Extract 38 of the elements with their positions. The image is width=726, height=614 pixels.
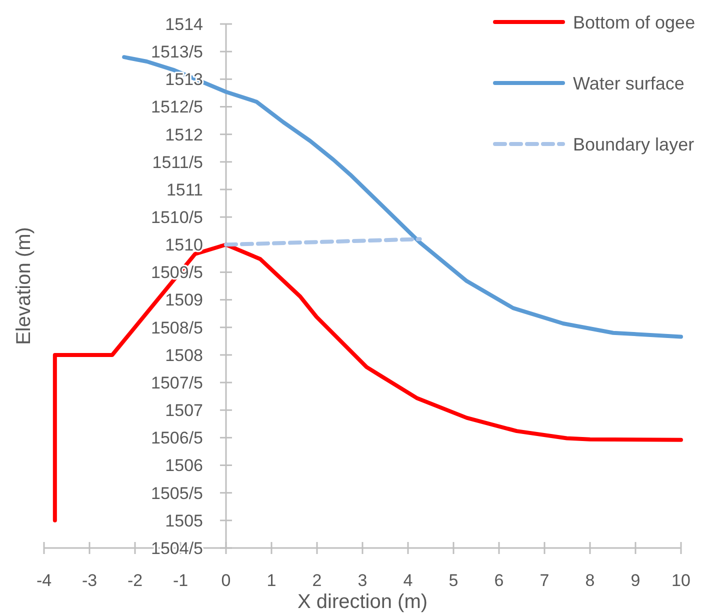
y-axis-title: Elevation (m) (13, 227, 35, 345)
y-tick-label: 1504/5 (151, 538, 203, 558)
y-tick-label: 1507/5 (151, 373, 203, 392)
x-tick-label: 1 (266, 571, 276, 590)
x-tick-label: 10 (672, 571, 690, 590)
x-tick-label: -1 (172, 571, 188, 590)
y-tick-label: 1509 (165, 290, 203, 310)
y-tick-label: 1505/5 (151, 484, 203, 503)
y-tick-label: 1514 (165, 14, 203, 34)
y-tick-label: 1510/5 (151, 208, 203, 228)
y-tick-label: 1506 (165, 456, 203, 476)
y-tick-label: 1513/5 (151, 42, 203, 62)
y-tick-label: 1512 (165, 125, 203, 144)
y-tick-label: 1508/5 (151, 318, 203, 338)
legend-label: Bottom of ogee (573, 12, 696, 32)
y-tick-label: 1505 (165, 511, 203, 530)
x-tick-label: 4 (403, 571, 413, 590)
x-axis-title: X direction (m) (297, 591, 428, 613)
y-tick-label: 1510 (165, 236, 203, 255)
x-tick-label: 3 (358, 571, 368, 590)
y-tick-label: 1508 (165, 346, 203, 365)
x-tick-label: 5 (448, 571, 458, 590)
y-tick-label: 1511/5 (152, 152, 203, 172)
x-tick-label: -3 (82, 571, 98, 590)
x-tick-label: -4 (36, 571, 52, 590)
x-tick-label: 0 (221, 571, 231, 590)
x-tick-label: -2 (127, 571, 143, 590)
y-tick-label: 1511 (166, 180, 203, 200)
x-tick-label: 8 (585, 571, 595, 590)
y-tick-label: 1512/5 (151, 98, 203, 117)
y-tick-label: 1507 (165, 401, 203, 420)
x-tick-label: 6 (494, 571, 504, 590)
legend-label: Boundary layer (573, 134, 694, 154)
x-tick-label: 7 (540, 571, 550, 590)
legend-label: Water surface (573, 73, 684, 94)
y-tick-label: 1506/5 (151, 428, 203, 448)
x-tick-label: 9 (630, 571, 640, 590)
x-tick-label: 2 (312, 571, 322, 590)
